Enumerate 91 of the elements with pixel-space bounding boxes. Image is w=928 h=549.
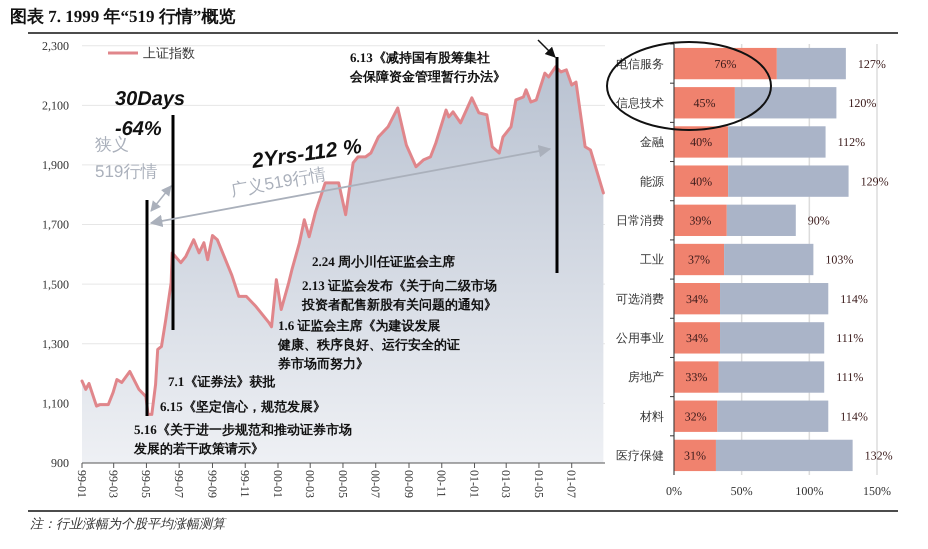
y-tick-label: 医疗保健	[616, 448, 664, 463]
total-label: 114%	[840, 292, 868, 306]
bar	[674, 48, 777, 80]
x-tick-label: 99-01	[74, 470, 89, 498]
x-tick-label: 150%	[863, 484, 891, 498]
data-label: 32%	[684, 409, 707, 424]
legend-label: 上证指数	[143, 46, 195, 61]
bar	[728, 165, 849, 197]
y-tick-label: 2,100	[42, 98, 69, 113]
total-label: 127%	[858, 56, 886, 71]
bar	[674, 361, 719, 393]
text: 注：行业涨幅为个股平均涨幅测算	[30, 516, 227, 531]
y-tick-label: 可选消费	[616, 292, 664, 306]
x-tick-label: 0%	[666, 484, 682, 498]
x-tick-label: 99-05	[139, 470, 154, 498]
y-tick-label: 1,100	[42, 396, 69, 411]
annotation: 5.16《关于进一步规范和推动证券市场发展的若干政策请示》	[133, 422, 352, 456]
y-tick-label: 日常消费	[616, 214, 664, 228]
data-label: 45%	[693, 96, 716, 110]
data-label: 34%	[686, 292, 708, 306]
bar	[674, 283, 720, 314]
data-label: 37%	[688, 252, 710, 267]
bar	[724, 244, 814, 276]
y-tick-label: 工业	[640, 252, 664, 267]
total-label: 112%	[838, 135, 866, 150]
y-tick-label: 1,700	[42, 218, 69, 232]
annotation: 7.1《证券法》获批	[168, 374, 276, 389]
annotation: 2.13 证监会发布《关于向二级市场投资者配售新股有关问题的通知》	[301, 278, 497, 312]
annotation: 2.24 周小川任证监会主席	[312, 254, 455, 269]
y-tick-label: 金融	[640, 135, 664, 150]
bar	[674, 322, 720, 354]
y-tick-label: 能源	[640, 174, 664, 188]
total-label: 132%	[864, 448, 893, 463]
data-label: 40%	[690, 135, 712, 150]
y-tick-label: 材料	[639, 409, 664, 424]
total-label: 103%	[825, 252, 854, 267]
total-label: 120%	[848, 96, 876, 110]
total-label: 114%	[840, 409, 868, 424]
y-tick-label: 2,300	[42, 38, 69, 53]
bar	[674, 440, 716, 472]
annotation: 6.13《减持国有股筹集社会保障资金管理暂行办法》	[349, 50, 506, 84]
data-label: 34%	[686, 331, 708, 346]
x-tick-label: 00-01	[270, 470, 285, 498]
total-label: 129%	[860, 174, 889, 188]
data-label: 31%	[684, 448, 706, 463]
total-label: 90%	[808, 214, 830, 228]
x-tick-label: 100%	[795, 484, 824, 498]
y-tick-label: 1,300	[42, 336, 69, 351]
total-label: 111%	[836, 370, 864, 384]
bar	[674, 244, 724, 276]
bar	[674, 400, 718, 432]
x-tick-label: 99-09	[205, 470, 220, 498]
data-label: 76%	[714, 56, 736, 71]
x-tick-label: 50%	[730, 484, 753, 498]
y-tick-label: 1,500	[42, 277, 69, 292]
x-tick-label: 00-11	[434, 470, 449, 498]
x-tick-label: 00-03	[303, 470, 318, 498]
total-label: 111%	[836, 331, 864, 346]
x-tick-label: 01-05	[532, 470, 546, 498]
bar	[726, 204, 796, 236]
data-label: 33%	[685, 370, 708, 384]
bar	[674, 87, 735, 118]
annotation: 1.6 证监会主席《为建设发展健康、秩序良好、运行安全的证券市场而努力》	[277, 318, 460, 371]
x-tick-label: 99-07	[172, 470, 186, 498]
y-tick-label: 900	[51, 456, 69, 470]
x-tick-label: 00-05	[336, 470, 350, 498]
y-tick-label: 公用事业	[616, 331, 664, 346]
x-tick-label: 00-09	[402, 470, 416, 498]
data-label: 39%	[689, 214, 712, 228]
bar	[720, 322, 824, 354]
data-label: 40%	[690, 174, 712, 188]
x-tick-label: 00-07	[368, 470, 383, 498]
x-tick-label: 01-07	[564, 470, 579, 498]
bar	[734, 87, 836, 118]
bar	[728, 126, 826, 158]
annotation: 6.15《坚定信心，规范发展》	[160, 399, 326, 414]
y-tick-label: 房地产	[628, 370, 664, 384]
chart-title: 图表 7. 1999 年“519 行情”概览	[10, 7, 236, 26]
x-tick-label: 01-01	[467, 470, 482, 498]
x-tick-label: 01-03	[499, 470, 513, 498]
bar	[674, 204, 727, 236]
x-tick-label: 99-03	[106, 470, 120, 498]
bar	[716, 440, 853, 472]
y-tick-label: 信息技术	[616, 96, 664, 110]
y-tick-label: 1,900	[42, 158, 69, 172]
bar	[720, 283, 828, 314]
bar	[718, 361, 824, 393]
bar	[776, 48, 846, 80]
bar	[717, 400, 828, 432]
x-tick-label: 99-11	[238, 470, 252, 498]
bar	[674, 165, 728, 197]
